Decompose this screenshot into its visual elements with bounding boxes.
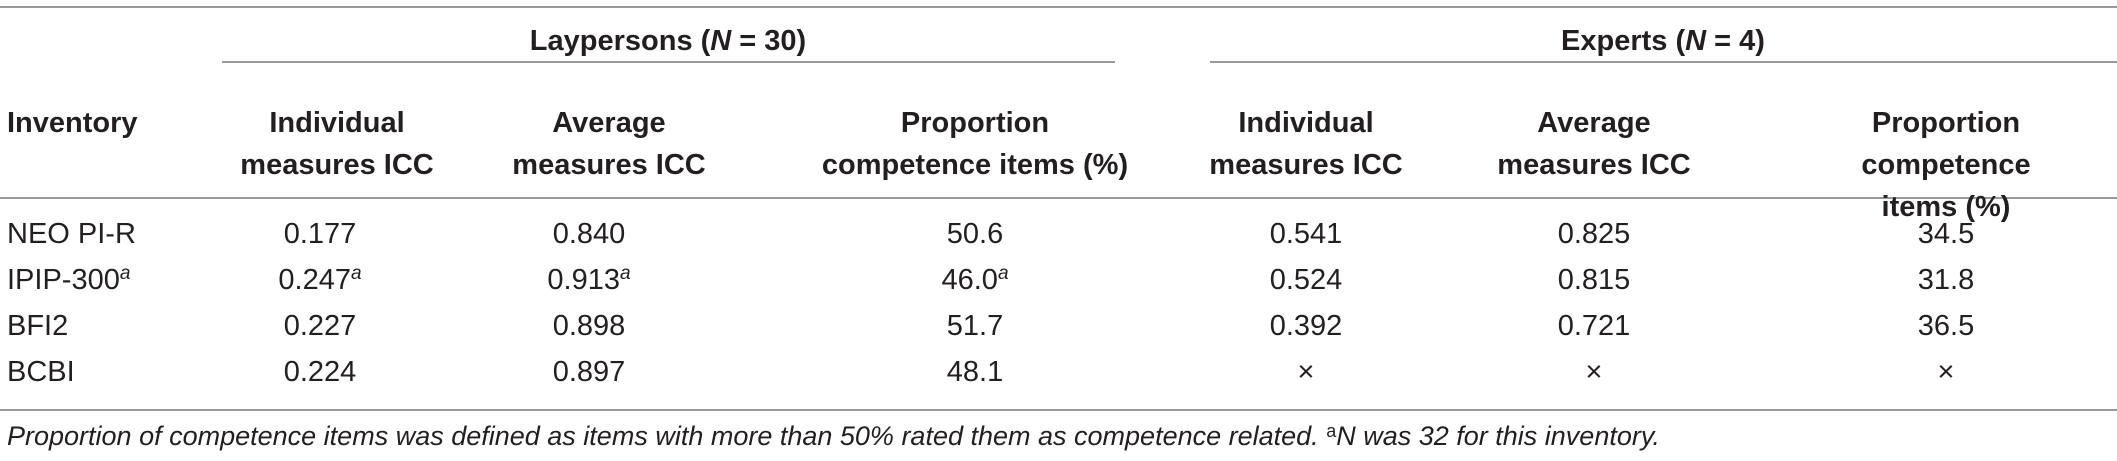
header-line: Average [552, 107, 666, 139]
cell-exp-individual: 0.524 [1269, 264, 1343, 296]
header-line: measures ICC [1209, 149, 1403, 181]
cell-lay-proportion: 48.1 [946, 356, 1004, 388]
cell-lay-proportion: 51.7 [946, 310, 1004, 342]
cell-inventory: BCBI [7, 356, 75, 388]
cell-inventory: NEO PI-R [7, 218, 136, 250]
cell-lay-average: 0.897 [552, 356, 626, 388]
header-line: measures ICC [512, 149, 706, 181]
cell-lay-average: 0.913a [547, 263, 631, 296]
footnote-n: N [1336, 421, 1356, 451]
cell-exp-average: × [1585, 356, 1603, 388]
bottom-rule [0, 409, 2117, 411]
column-header-exp-individual: Individual measures ICC [1209, 102, 1402, 186]
top-rule [0, 6, 2117, 8]
cell-lay-proportion: 50.6 [946, 218, 1004, 250]
cell-lay-individual: 0.247a [278, 263, 362, 296]
cell-lay-individual: 0.224 [283, 356, 357, 388]
header-rule [0, 197, 2117, 199]
header-line: Proportion [900, 107, 1050, 139]
cell-exp-proportion: 36.5 [1917, 310, 1975, 342]
group-n: N [1685, 25, 1707, 57]
header-line: items (%) [1881, 191, 2011, 223]
laypersons-group-rule [222, 61, 1115, 63]
cell-inventory: BFI2 [7, 310, 69, 342]
cell-lay-average: 0.898 [552, 310, 626, 342]
footnote-marker: a [1326, 421, 1337, 441]
cell-exp-average: 0.721 [1557, 310, 1631, 342]
cell-inventory: IPIP-300a [7, 263, 131, 296]
cell-exp-average: 0.815 [1557, 264, 1631, 296]
cell-exp-individual: 0.541 [1269, 218, 1343, 250]
experts-group-rule [1210, 61, 2117, 63]
table-footnote: Proportion of competence items was defin… [7, 419, 1660, 453]
cell-lay-proportion: 46.0a [941, 263, 1009, 296]
header-line: competence items (%) [821, 149, 1129, 181]
group-rest: = 30) [731, 25, 807, 57]
footnote-main: Proportion of competence items was defin… [7, 421, 1327, 451]
column-header-exp-average: Average measures ICC [1497, 102, 1690, 186]
group-n: N [710, 25, 732, 57]
group-header-experts: Experts (N = 4) [1561, 20, 1765, 62]
cell-exp-average: 0.825 [1557, 218, 1631, 250]
group-label: Laypersons ( [529, 25, 711, 57]
cell-lay-individual: 0.177 [283, 218, 357, 250]
column-header-inventory: Inventory [7, 107, 138, 139]
cell-exp-proportion: 31.8 [1917, 264, 1975, 296]
cell-lay-individual: 0.227 [283, 310, 357, 342]
cell-exp-individual: 0.392 [1269, 310, 1343, 342]
group-label: Experts ( [1561, 25, 1686, 57]
cell-lay-average: 0.840 [552, 218, 626, 250]
cell-exp-individual: × [1297, 356, 1315, 388]
header-line: measures ICC [240, 149, 434, 181]
cell-exp-proportion: 34.5 [1917, 218, 1975, 250]
header-line: Individual [269, 107, 405, 139]
group-header-laypersons: Laypersons (N = 30) [530, 20, 806, 62]
group-rest: = 4) [1706, 25, 1765, 57]
column-header-lay-average: Average measures ICC [512, 102, 705, 186]
footnote-tail: was 32 for this inventory. [1355, 421, 1660, 451]
header-line: measures ICC [1497, 149, 1691, 181]
header-line: Individual [1238, 107, 1374, 139]
header-line: Average [1537, 107, 1651, 139]
header-line: Proportion competence [1861, 107, 2031, 181]
column-header-lay-proportion: Proportion competence items (%) [822, 102, 1128, 186]
column-header-exp-proportion: Proportion competence items (%) [1861, 102, 2032, 228]
column-header-lay-individual: Individual measures ICC [240, 102, 433, 186]
cell-exp-proportion: × [1937, 356, 1955, 388]
